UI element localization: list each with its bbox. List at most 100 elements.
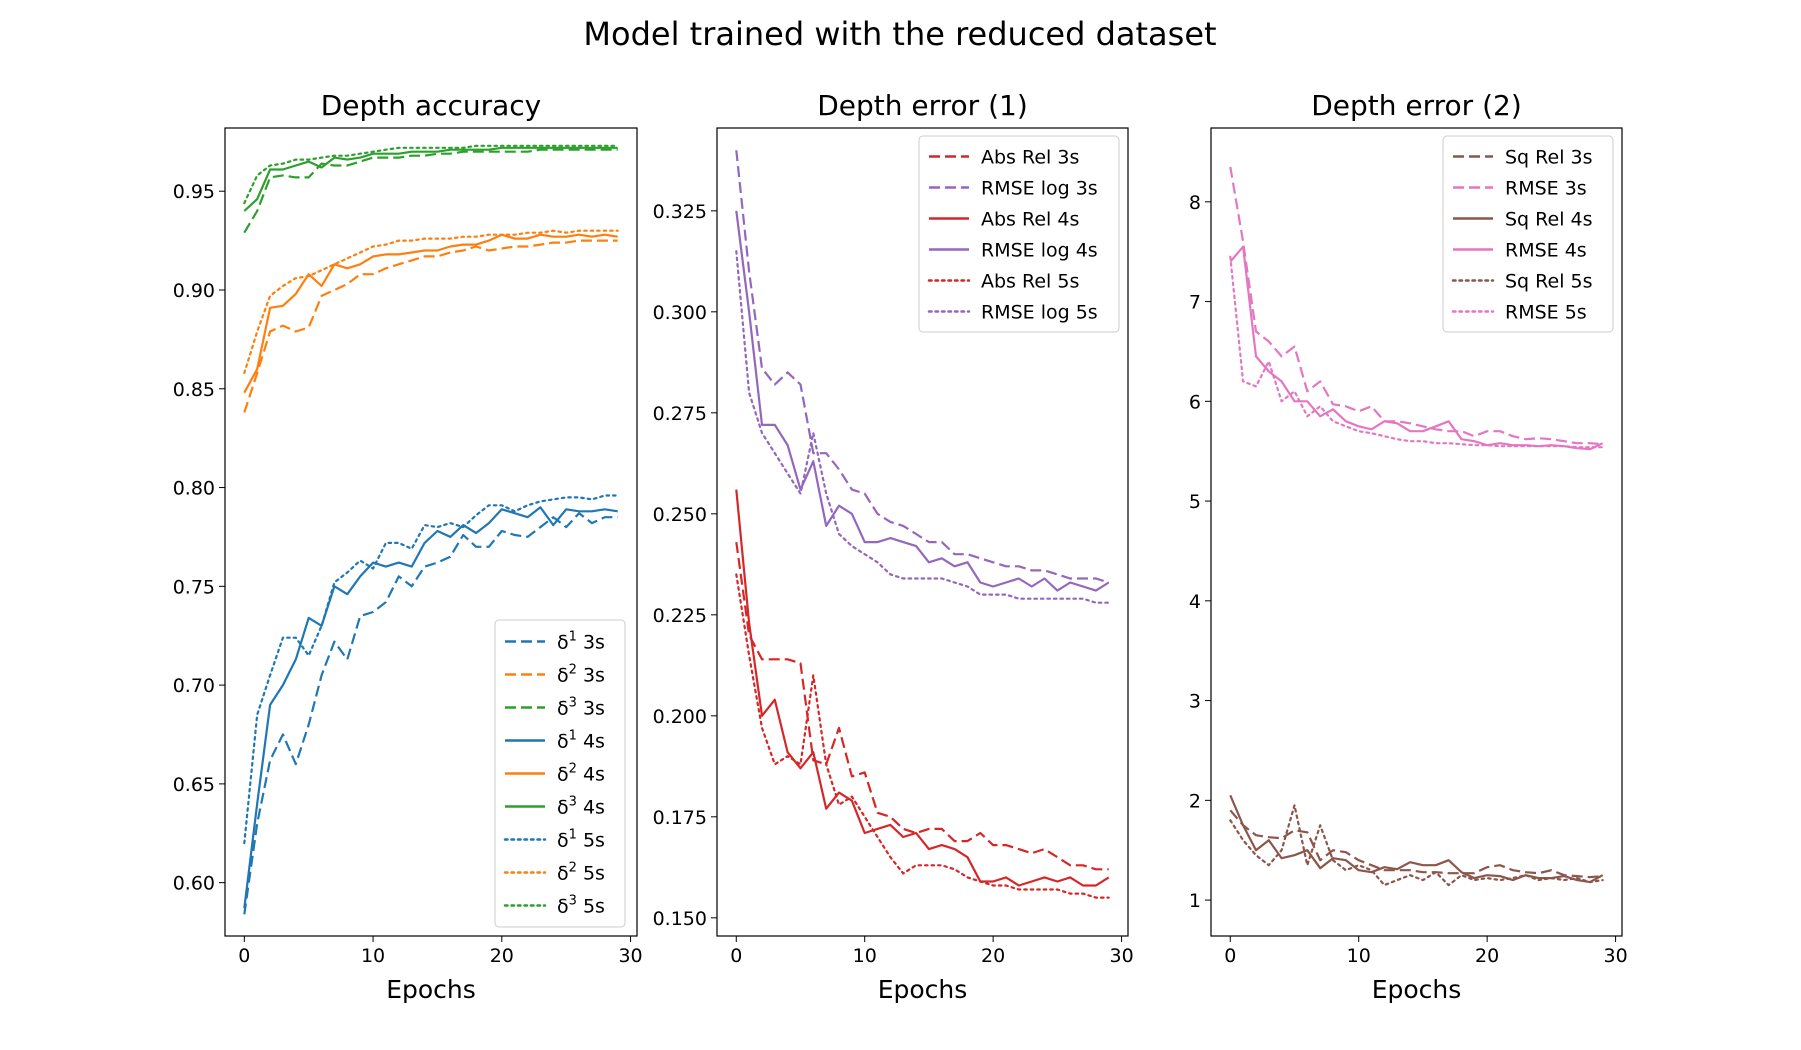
legend-label: δ2 5s	[557, 861, 605, 885]
legend-label-base: δ	[557, 797, 569, 819]
legend-label-base: δ	[557, 764, 569, 786]
legend-label-base: δ	[557, 665, 569, 687]
legend-label-base: Abs Rel 4s	[981, 209, 1079, 231]
y-tick-label: 4	[1189, 591, 1201, 613]
x-tick-label: 30	[1603, 945, 1627, 967]
y-tick-label: 0.80	[173, 478, 215, 500]
axes-frame	[224, 127, 638, 937]
legend-label: RMSE 4s	[1505, 240, 1587, 262]
legend-label-sup: 2	[569, 861, 577, 876]
legend-label-sup: 2	[569, 762, 577, 777]
legend-label-base: δ	[557, 698, 569, 720]
legend-label-sup: 2	[569, 663, 577, 678]
series-line-rmse-log-4s	[735, 210, 1110, 592]
legend: Sq Rel 3s RMSE 3s Sq Rel 4s RMSE 4s Sq Rel 5…	[1442, 135, 1614, 333]
series-lines	[735, 150, 1110, 899]
legend-label-base: RMSE 4s	[1505, 240, 1587, 262]
legend-label: RMSE log 4s	[981, 240, 1098, 262]
legend-label-sup: 1	[569, 729, 577, 744]
legend-label: δ3 5s	[557, 894, 605, 918]
legend-label: δ2 4s	[557, 762, 605, 786]
panel-depth-accuracy: Depth accuracy 0 10 20 30 0.60 0.65 0.70 0.75 0.8…	[173, 89, 643, 1004]
series-line-sq-rel-3s	[1229, 809, 1603, 879]
y-tick-label: 0.225	[653, 605, 707, 627]
x-tick-label: 10	[361, 945, 385, 967]
y-tick-label: 0.85	[173, 379, 215, 401]
y-tick-label: 3	[1189, 691, 1201, 713]
y-tick-label: 0.70	[173, 675, 215, 697]
legend-label-base: Abs Rel 3s	[981, 147, 1079, 169]
x-tick-label: 0	[1224, 945, 1236, 967]
x-axis-label: Epochs	[878, 975, 968, 1004]
panel-depth-error-2: Depth error (2) 0 10 20 30 1 2 3 4 5 6 7 8 Epochs Sq R…	[1189, 89, 1628, 1004]
x-tick-label: 10	[853, 945, 877, 967]
x-tick-label: 20	[490, 945, 514, 967]
legend-label-suffix: 3s	[577, 698, 605, 720]
legend-label-base: RMSE log 5s	[981, 302, 1098, 324]
legend-label: Sq Rel 4s	[1505, 209, 1593, 231]
x-tick-label: 30	[1109, 945, 1133, 967]
series-line-abs-rel-5s	[735, 573, 1110, 899]
legend-label: RMSE 3s	[1505, 178, 1587, 200]
y-tick-label: 8	[1189, 192, 1201, 214]
legend-frame	[1442, 135, 1614, 333]
y-tick-label: 0.250	[653, 504, 707, 526]
legend-label-base: δ	[557, 731, 569, 753]
series-line-1-4s	[243, 506, 618, 909]
x-tick-label: 0	[730, 945, 742, 967]
legend-label: RMSE 5s	[1505, 302, 1587, 324]
panel-title: Depth error (2)	[1311, 89, 1522, 122]
legend-label: δ3 3s	[557, 696, 605, 720]
legend-label: RMSE log 3s	[981, 178, 1098, 200]
legend-label-base: δ	[557, 863, 569, 885]
legend-label: δ3 4s	[557, 795, 605, 819]
x-tick-label: 10	[1347, 945, 1371, 967]
y-tick-label: 5	[1189, 491, 1201, 513]
series-line-rmse-5s	[1229, 255, 1604, 449]
series-line-rmse-log-3s	[735, 150, 1110, 584]
legend-label-suffix: 4s	[577, 731, 605, 753]
x-tick-label: 30	[618, 945, 642, 967]
y-tick-label: 0.65	[173, 774, 215, 796]
axes-frame	[716, 127, 1129, 937]
legend-frame	[494, 619, 626, 928]
series-line-rmse-log-5s	[735, 250, 1110, 604]
x-tick-label: 20	[981, 945, 1005, 967]
y-tick-label: 1	[1189, 890, 1201, 912]
series-lines	[1229, 166, 1604, 887]
y-tick-label: 0.75	[173, 576, 215, 598]
legend-label-suffix: 4s	[577, 764, 605, 786]
series-line-3-5s	[243, 144, 619, 205]
figure-title: Model trained with the reduced dataset	[583, 15, 1216, 53]
series-line-abs-rel-3s	[735, 541, 1109, 871]
legend-label-base: Sq Rel 5s	[1505, 271, 1593, 293]
y-tick-label: 0.95	[173, 181, 215, 203]
series-line-rmse-3s	[1229, 166, 1603, 446]
legend-label-base: RMSE log 3s	[981, 178, 1098, 200]
series-line-3-4s	[243, 146, 618, 212]
legend-label-suffix: 4s	[577, 797, 605, 819]
legend-label: RMSE log 5s	[981, 302, 1098, 324]
y-tick-label: 2	[1189, 790, 1201, 812]
legend-label: δ2 3s	[557, 663, 605, 687]
legend-label: δ1 5s	[557, 828, 605, 852]
legend-label-base: Sq Rel 3s	[1505, 147, 1593, 169]
axes-frame	[1210, 127, 1623, 937]
series-line-2-3s	[243, 239, 618, 413]
legend-label: Abs Rel 3s	[981, 147, 1079, 169]
legend-label-base: RMSE 3s	[1505, 178, 1587, 200]
series-line-3-3s	[243, 148, 618, 234]
y-tick-label: 7	[1189, 292, 1201, 314]
series-line-sq-rel-4s	[1229, 794, 1604, 884]
y-tick-label: 0.325	[653, 201, 707, 223]
legend-label-suffix: 3s	[577, 665, 605, 687]
y-tick-label: 0.175	[653, 807, 707, 829]
y-tick-label: 0.60	[173, 873, 215, 895]
legend-label-base: δ	[557, 830, 569, 852]
x-axis-label: Epochs	[1372, 975, 1462, 1004]
legend-label-base: δ	[557, 632, 569, 654]
y-tick-label: 0.90	[173, 280, 215, 302]
legend-label-sup: 3	[569, 795, 577, 810]
